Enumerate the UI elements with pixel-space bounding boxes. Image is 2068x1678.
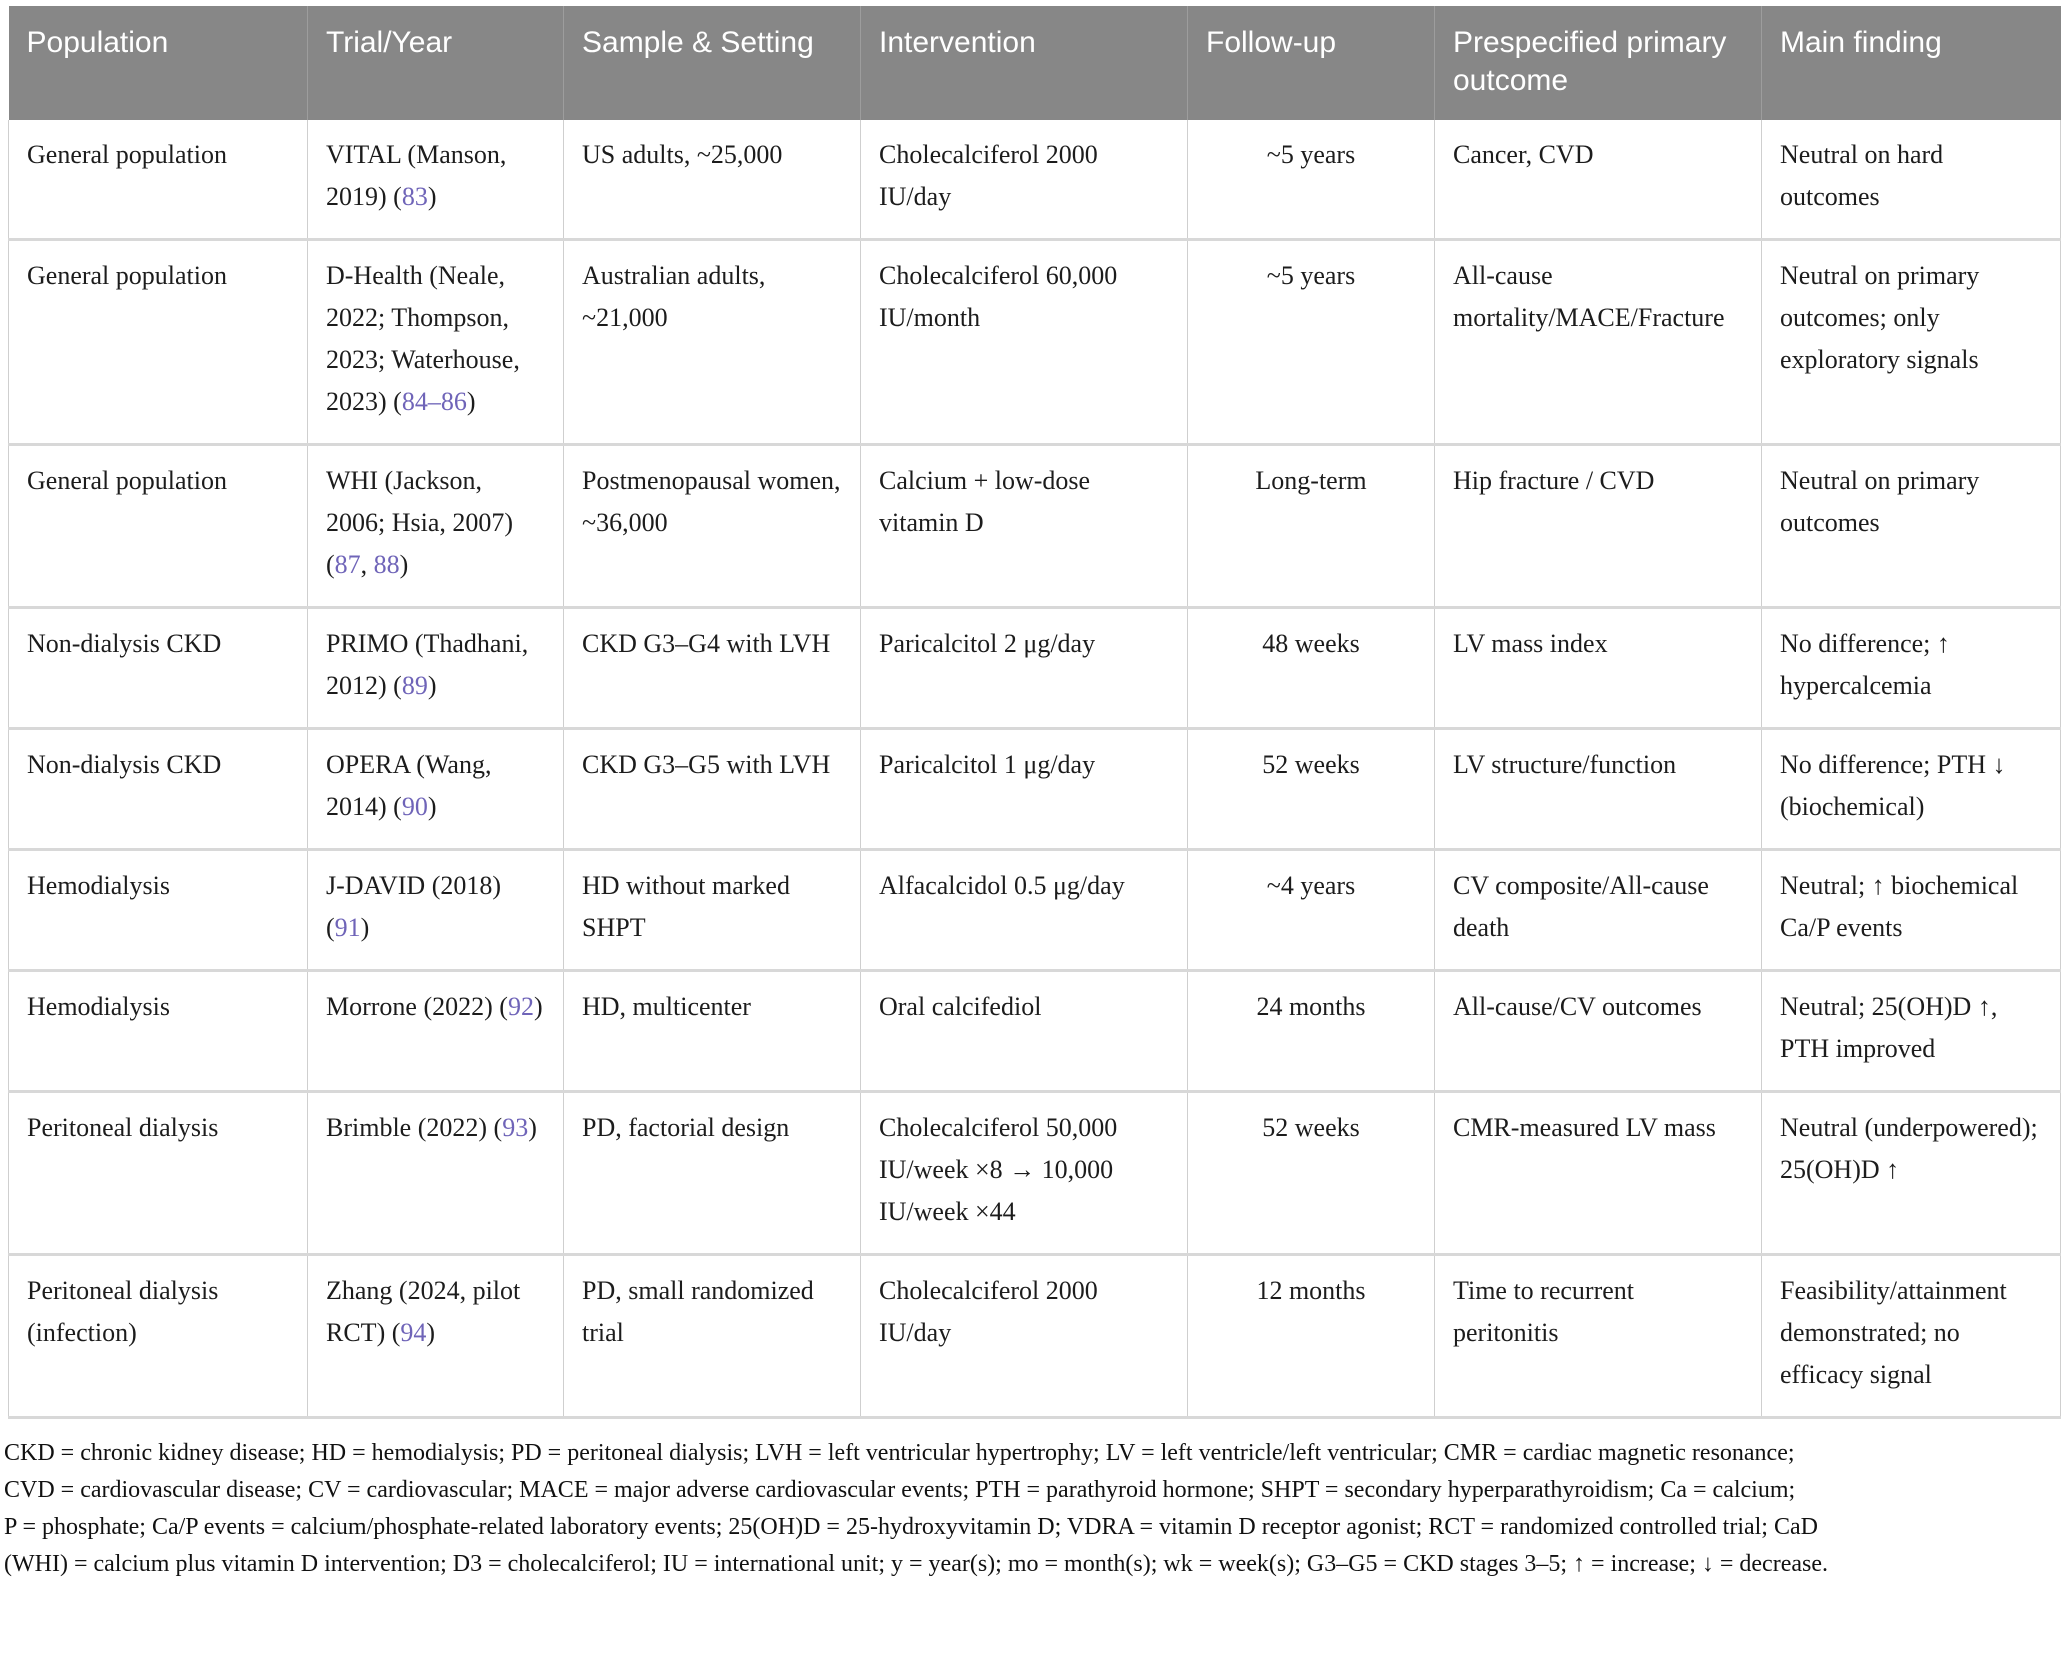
column-header-outcome: Prespecified primary outcome (1434, 6, 1762, 121)
cell-trial: J-DAVID (2018) (91) (307, 849, 564, 973)
cell-followup: ~4 years (1187, 849, 1435, 973)
cell-population: Non-dialysis CKD (8, 728, 308, 852)
table-row: General population WHI (Jackson, 2006; Hs… (8, 444, 2061, 610)
cell-followup: 24 months (1187, 970, 1435, 1094)
cell-intervention: Cholecalciferol 2000 IU/day (860, 1254, 1188, 1420)
citation-link[interactable]: 93 (502, 1113, 529, 1143)
cell-trial: Brimble (2022) (93) (307, 1091, 564, 1257)
table-header-row: Population Trial/Year Sample & Setting Inte… (8, 6, 2061, 121)
table-row: Peritoneal dialysis Brimble (2022) (93) PD… (8, 1091, 2061, 1257)
cell-trial: Zhang (2024, pilot RCT) (94) (307, 1254, 564, 1420)
cell-followup: Long-term (1187, 444, 1435, 610)
cell-followup: 48 weeks (1187, 607, 1435, 731)
table-row: General population VITAL (Manson, 2019) (… (8, 120, 2061, 242)
cell-sample: CKD G3–G4 with LVH (563, 607, 861, 731)
column-header-trial: Trial/Year (307, 6, 564, 121)
footnote-line: (WHI) = calcium plus vitamin D intervent… (4, 1551, 1828, 1578)
citation-link[interactable]: 91 (334, 913, 361, 943)
cell-finding: Neutral on hard outcomes (1761, 120, 2061, 242)
cell-finding: Neutral; ↑ biochemical Ca/P events (1761, 849, 2061, 973)
cell-population: Hemodialysis (8, 970, 308, 1094)
cell-outcome: All-cause/CV outcomes (1434, 970, 1762, 1094)
cell-population: Peritoneal dialysis (infection) (8, 1254, 308, 1420)
table-row: Non-dialysis CKD PRIMO (Thadhani, 2012) (… (8, 607, 2061, 731)
cell-finding: Feasibility/attainment demonstrated; no … (1761, 1254, 2061, 1420)
trials-table-container: Population Trial/Year Sample & Setting Inte… (8, 6, 2061, 1420)
cell-finding: No difference; PTH ↓ (biochemical) (1761, 728, 2061, 852)
cell-intervention: Calcium + low-dose vitamin D (860, 444, 1188, 610)
cell-outcome: All-cause mortality/MACE/Fracture (1434, 239, 1762, 447)
citation-link[interactable]: 94 (400, 1318, 427, 1348)
cell-followup: 52 weeks (1187, 1091, 1435, 1257)
cell-sample: PD, small randomized trial (563, 1254, 861, 1420)
cell-trial: VITAL (Manson, 2019) (83) (307, 120, 564, 242)
cell-outcome: Hip fracture / CVD (1434, 444, 1762, 610)
cell-sample: PD, factorial design (563, 1091, 861, 1257)
cell-finding: No difference; ↑ hypercalcemia (1761, 607, 2061, 731)
table-body: General population VITAL (Manson, 2019) (… (8, 120, 2061, 1420)
cell-followup: ~5 years (1187, 120, 1435, 242)
cell-population: General population (8, 120, 308, 242)
footnote-line: CKD = chronic kidney disease; HD = hemod… (4, 1440, 1795, 1467)
cell-intervention: Alfacalcidol 0.5 μg/day (860, 849, 1188, 973)
column-header-followup: Follow-up (1187, 6, 1435, 121)
column-header-finding: Main finding (1761, 6, 2061, 121)
cell-followup: 12 months (1187, 1254, 1435, 1420)
citation-link[interactable]: 84–86 (401, 387, 467, 417)
cell-followup: ~5 years (1187, 239, 1435, 447)
cell-intervention: Paricalcitol 1 μg/day (860, 728, 1188, 852)
cell-followup: 52 weeks (1187, 728, 1435, 852)
cell-intervention: Oral calcifediol (860, 970, 1188, 1094)
cell-trial: OPERA (Wang, 2014) (90) (307, 728, 564, 852)
cell-intervention: Paricalcitol 2 μg/day (860, 607, 1188, 731)
cell-sample: US adults, ~25,000 (563, 120, 861, 242)
citation-link[interactable]: 83 (401, 182, 428, 212)
footnote-line: CVD = cardiovascular disease; CV = cardi… (4, 1477, 1796, 1504)
column-header-intervention: Intervention (860, 6, 1188, 121)
cell-population: Hemodialysis (8, 849, 308, 973)
citation-link[interactable]: 88 (373, 550, 400, 580)
citation-link[interactable]: 90 (401, 792, 428, 822)
column-header-population: Population (8, 6, 308, 121)
cell-population: General population (8, 239, 308, 447)
table-row: General population D-Health (Neale, 2022;… (8, 239, 2061, 447)
citation-link[interactable]: 87 (334, 550, 361, 580)
cell-trial: PRIMO (Thadhani, 2012) (89) (307, 607, 564, 731)
cell-intervention: Cholecalciferol 50,000 IU/week ×8 → 10,0… (860, 1091, 1188, 1257)
table-header: Population Trial/Year Sample & Setting Inte… (8, 6, 2061, 121)
citation-link[interactable]: 89 (401, 671, 428, 701)
table-row: Hemodialysis J-DAVID (2018) (91) HD withou… (8, 849, 2061, 973)
cell-outcome: Time to recurrent peritonitis (1434, 1254, 1762, 1420)
cell-trial: WHI (Jackson, 2006; Hsia, 2007) (87, 88) (307, 444, 564, 610)
table-row: Hemodialysis Morrone (2022) (92) HD, multi… (8, 970, 2061, 1094)
cell-sample: Australian adults, ~21,000 (563, 239, 861, 447)
cell-population: Peritoneal dialysis (8, 1091, 308, 1257)
table-footnote: CKD = chronic kidney disease; HD = hemod… (4, 1435, 2060, 1583)
cell-population: Non-dialysis CKD (8, 607, 308, 731)
cell-sample: Postmenopausal women, ~36,000 (563, 444, 861, 610)
cell-sample: HD, multicenter (563, 970, 861, 1094)
trials-table: Population Trial/Year Sample & Setting Inte… (8, 6, 2061, 1420)
cell-trial: Morrone (2022) (92) (307, 970, 564, 1094)
cell-finding: Neutral on primary outcomes (1761, 444, 2061, 610)
cell-population: General population (8, 444, 308, 610)
column-header-sample: Sample & Setting (563, 6, 861, 121)
cell-intervention: Cholecalciferol 2000 IU/day (860, 120, 1188, 242)
cell-sample: HD without marked SHPT (563, 849, 861, 973)
cell-outcome: Cancer, CVD (1434, 120, 1762, 242)
footnote-line: P = phosphate; Ca/P events = calcium/pho… (4, 1514, 1818, 1541)
citation-link[interactable]: 92 (507, 992, 534, 1022)
cell-outcome: CMR-measured LV mass (1434, 1091, 1762, 1257)
cell-outcome: LV structure/function (1434, 728, 1762, 852)
cell-intervention: Cholecalciferol 60,000 IU/month (860, 239, 1188, 447)
cell-trial: D-Health (Neale, 2022; Thompson, 2023; W… (307, 239, 564, 447)
cell-outcome: LV mass index (1434, 607, 1762, 731)
cell-finding: Neutral; 25(OH)D ↑, PTH improved (1761, 970, 2061, 1094)
table-row: Non-dialysis CKD OPERA (Wang, 2014) (90) C… (8, 728, 2061, 852)
cell-finding: Neutral (underpowered); 25(OH)D ↑ (1761, 1091, 2061, 1257)
table-row: Peritoneal dialysis (infection) Zhang (20… (8, 1254, 2061, 1420)
cell-outcome: CV composite/All-cause death (1434, 849, 1762, 973)
cell-finding: Neutral on primary outcomes; only explor… (1761, 239, 2061, 447)
cell-sample: CKD G3–G5 with LVH (563, 728, 861, 852)
